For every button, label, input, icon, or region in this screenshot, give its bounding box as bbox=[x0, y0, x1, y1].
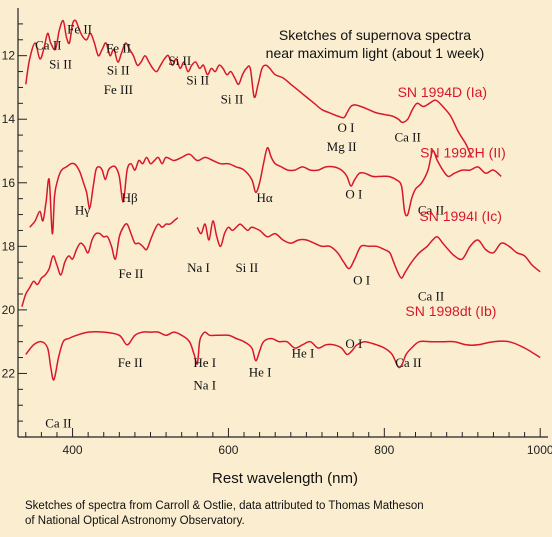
spectral-line-label: Ca II bbox=[395, 355, 421, 370]
x-tick-label: 800 bbox=[374, 443, 394, 457]
spectral-line-label: Fe II bbox=[118, 355, 143, 370]
y-tick-label: 12 bbox=[2, 49, 16, 63]
spectra-curves bbox=[21, 19, 541, 381]
spectral-line-label: Ca II bbox=[418, 288, 444, 303]
spectral-line-label: Hβ bbox=[122, 190, 138, 205]
chart-title-line-1: Sketches of supernova spectra bbox=[279, 27, 471, 43]
supernova-label: SN 1994I (Ic) bbox=[419, 208, 501, 224]
supernova-labels: SN 1994D (Ia) SN 1992H (II) SN 1994I (Ic) S… bbox=[398, 84, 506, 319]
x-axis-label: Rest wavelength (nm) bbox=[212, 470, 358, 487]
spectral-line-label: He I bbox=[249, 365, 272, 380]
x-tick-label: 600 bbox=[218, 443, 238, 457]
spectral-line-label: Na I bbox=[187, 260, 210, 275]
spectral-line-label: Si II bbox=[168, 53, 191, 68]
spectrum-line bbox=[196, 220, 541, 279]
spectral-line-label: Si II bbox=[221, 91, 244, 106]
spectrum-line bbox=[25, 19, 473, 158]
y-tick-label: 18 bbox=[2, 239, 16, 253]
spectral-line-label: O I bbox=[353, 272, 370, 287]
spectrum-line bbox=[25, 330, 541, 381]
spectral-line-label: He I bbox=[292, 346, 315, 361]
x-tick-label: 1000 bbox=[527, 443, 552, 457]
spectral-line-label: Si II bbox=[186, 72, 209, 87]
chart-title-line-2: near maximum light (about 1 week) bbox=[266, 45, 485, 61]
spectrum-line bbox=[29, 147, 502, 235]
spectral-line-label: Na I bbox=[193, 377, 216, 392]
spectral-line-label: Hγ bbox=[75, 203, 90, 218]
credit-line-2: of National Optical Astronomy Observator… bbox=[25, 515, 245, 527]
spectral-line-label: Hα bbox=[257, 190, 273, 205]
spectral-line-label: Si II bbox=[235, 260, 258, 275]
y-tick-label: 14 bbox=[2, 112, 16, 126]
spectral-line-label: Ca II bbox=[394, 129, 420, 144]
spectral-line-label: Fe III bbox=[104, 82, 133, 97]
supernova-label: SN 1994D (Ia) bbox=[398, 84, 487, 100]
spectral-line-label: Mg II bbox=[327, 139, 357, 154]
credit-line-1: Sketches of spectra from Carroll & Ostli… bbox=[25, 500, 424, 512]
spectral-line-label: Si II bbox=[49, 56, 72, 71]
y-tick-label: 20 bbox=[2, 303, 16, 317]
axes: 400 600 800 1000 12 14 16 18 20 22 bbox=[2, 8, 552, 457]
x-tick-label: 400 bbox=[63, 443, 83, 457]
spectral-line-label: O I bbox=[345, 336, 362, 351]
spectral-line-label: Fe II bbox=[106, 40, 131, 55]
spectral-line-label: Ca II bbox=[418, 203, 444, 218]
spectral-line-label: O I bbox=[338, 120, 355, 135]
credit-note: Sketches of spectra from Carroll & Ostli… bbox=[25, 499, 545, 529]
supernova-label: SN 1992H (II) bbox=[420, 144, 506, 160]
spectral-line-label: Fe II bbox=[67, 21, 92, 36]
spectrum-line bbox=[21, 217, 179, 307]
spectral-line-label: Si II bbox=[107, 63, 130, 78]
spectral-line-label: Ca II bbox=[45, 415, 71, 430]
y-tick-label: 16 bbox=[2, 176, 16, 190]
spectral-line-label: Ca II bbox=[35, 37, 61, 52]
supernova-label: SN 1998dt (Ib) bbox=[405, 303, 496, 319]
spectral-line-label: Fe II bbox=[119, 266, 144, 281]
y-tick-label: 22 bbox=[2, 366, 16, 380]
spectral-line-label: O I bbox=[345, 187, 362, 202]
spectral-line-labels: Ca II Fe II Si II Fe II Si II Fe III Si II Si I… bbox=[35, 21, 444, 430]
spectral-line-label: He I bbox=[193, 355, 216, 370]
